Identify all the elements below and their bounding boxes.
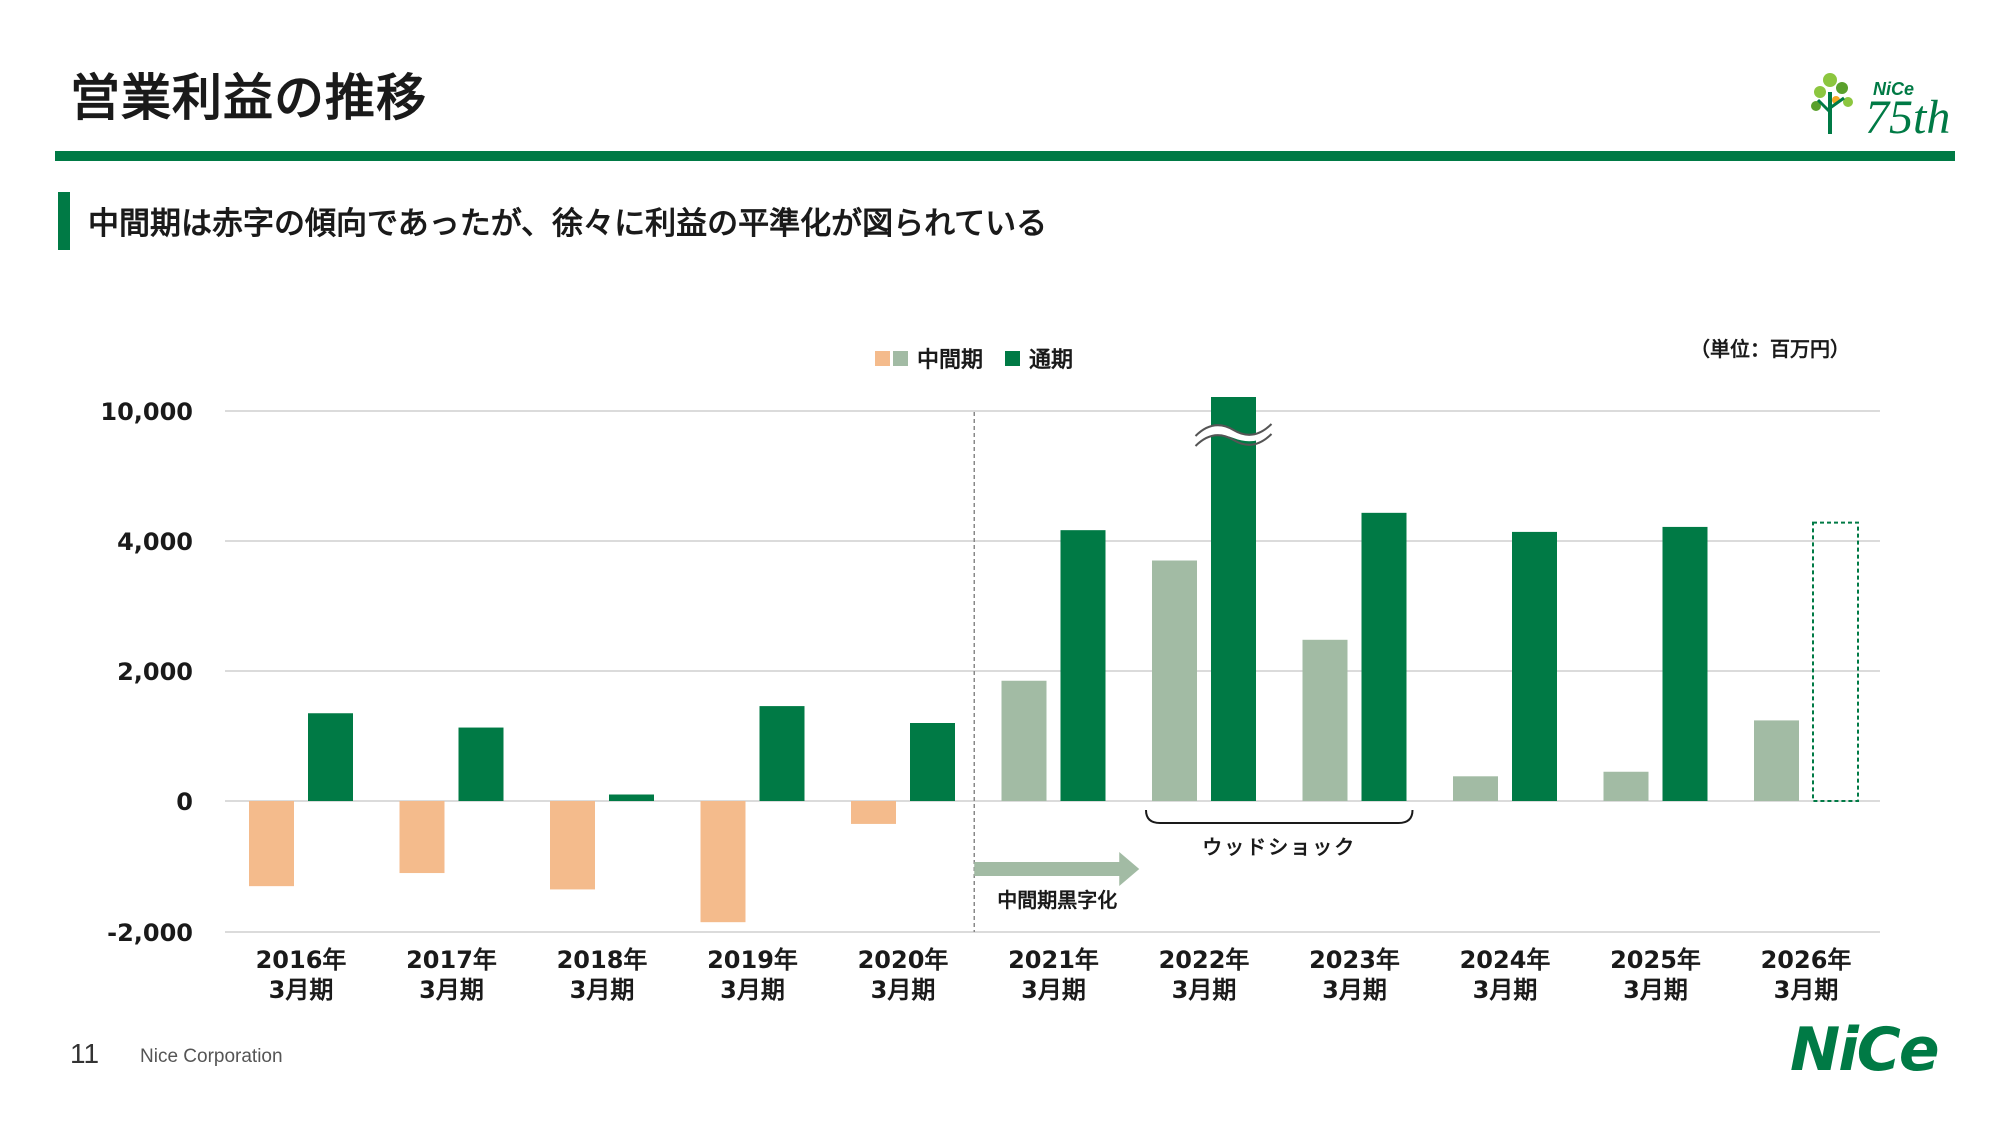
page-subtitle: 中間期は赤字の傾向であったが、徐々に利益の平準化が図られている: [88, 206, 1048, 242]
bar-interim: [1754, 720, 1799, 801]
bar-full-year: [910, 723, 955, 801]
bar-interim: [851, 801, 896, 824]
wood-shock-label: ウッドショック: [1202, 835, 1356, 859]
bar-interim: [399, 801, 445, 874]
x-tick-label: 3月期: [1774, 976, 1839, 1004]
x-tick-label: 3月期: [1021, 976, 1086, 1004]
axis-break-band: [1195, 424, 1272, 446]
bar-full-year: [1662, 526, 1708, 801]
page-number: 11: [70, 1038, 100, 1069]
y-tick-label: -2,000: [107, 919, 193, 947]
bar-full-year: [1512, 531, 1557, 801]
bar-full-year: [759, 706, 805, 801]
anniversary-number: 75th: [1865, 91, 1951, 144]
x-tick-label: 2016年: [256, 946, 347, 974]
bar-full-year: [458, 727, 504, 801]
anniversary-brand-text: NiCe: [1873, 79, 1915, 99]
interim-profit-arrow: [974, 852, 1140, 886]
company-name: Nice Corporation: [140, 1046, 283, 1067]
bar-full-year: [308, 713, 353, 801]
x-tick-label: 2018年: [557, 946, 648, 974]
legend-swatch-interim-positive: [893, 350, 908, 366]
bar-interim: [1302, 639, 1348, 801]
x-tick-label: 3月期: [871, 976, 936, 1004]
x-tick-label: 3月期: [1623, 976, 1688, 1004]
bar-full-year: [1361, 512, 1407, 801]
anniversary-logo: [1808, 62, 1958, 147]
chart-legend: 中間期 通期: [875, 342, 1095, 374]
legend-label-full-year: 通期: [1029, 348, 1074, 373]
tree-icon: [1811, 73, 1853, 134]
y-tick-label: 4,000: [117, 528, 193, 556]
bar-full-year: [1211, 397, 1256, 801]
x-tick-label: 3月期: [570, 976, 635, 1004]
legend-swatch-full-year: [1005, 350, 1021, 366]
x-tick-label: 2022年: [1159, 946, 1250, 974]
bar-interim: [1603, 771, 1649, 801]
y-tick-label: 2,000: [117, 658, 193, 686]
bar-interim: [1001, 680, 1047, 801]
x-tick-label: 3月期: [269, 976, 334, 1004]
wood-shock-bracket: [1145, 809, 1414, 824]
axis-break-line: [1194, 423, 1273, 437]
subtitle-accent-bar: [58, 192, 70, 250]
x-tick-label: 2017年: [406, 946, 497, 974]
bar-interim: [550, 801, 595, 890]
x-tick-label: 3月期: [1322, 976, 1387, 1004]
bar-full-year: [609, 794, 654, 801]
bar-full-year-forecast: [1812, 521, 1859, 802]
y-tick-label: 0: [176, 788, 193, 816]
x-tick-label: 2026年: [1761, 946, 1852, 974]
x-tick-label: 3月期: [1172, 976, 1237, 1004]
x-tick-label: 2024年: [1460, 946, 1551, 974]
legend-label-interim: 中間期: [917, 348, 984, 373]
x-tick-label: 3月期: [419, 976, 484, 1004]
legend-swatch-interim-negative: [875, 350, 890, 366]
x-tick-label: 2020年: [858, 946, 949, 974]
axis-break-line: [1194, 433, 1273, 447]
y-tick-label: 10,000: [100, 398, 193, 426]
header-divider: [55, 151, 1955, 161]
x-tick-label: 2025年: [1610, 946, 1701, 974]
x-tick-label: 3月期: [720, 976, 785, 1004]
bar-interim: [1152, 560, 1197, 801]
bar-interim: [700, 801, 746, 923]
x-tick-label: 2023年: [1309, 946, 1400, 974]
x-tick-label: 2019年: [707, 946, 798, 974]
bar-interim: [1453, 776, 1498, 801]
x-tick-label: 3月期: [1473, 976, 1538, 1004]
unit-label: （単位：百万円）: [1690, 337, 1850, 361]
brand-logo: NiCe: [1790, 1015, 1940, 1085]
bar-full-year: [1060, 530, 1106, 801]
bar-interim: [249, 801, 294, 887]
x-tick-label: 2021年: [1008, 946, 1099, 974]
interim-profit-label: 中間期黒字化: [997, 888, 1117, 912]
page-title: 営業利益の推移: [70, 69, 427, 127]
